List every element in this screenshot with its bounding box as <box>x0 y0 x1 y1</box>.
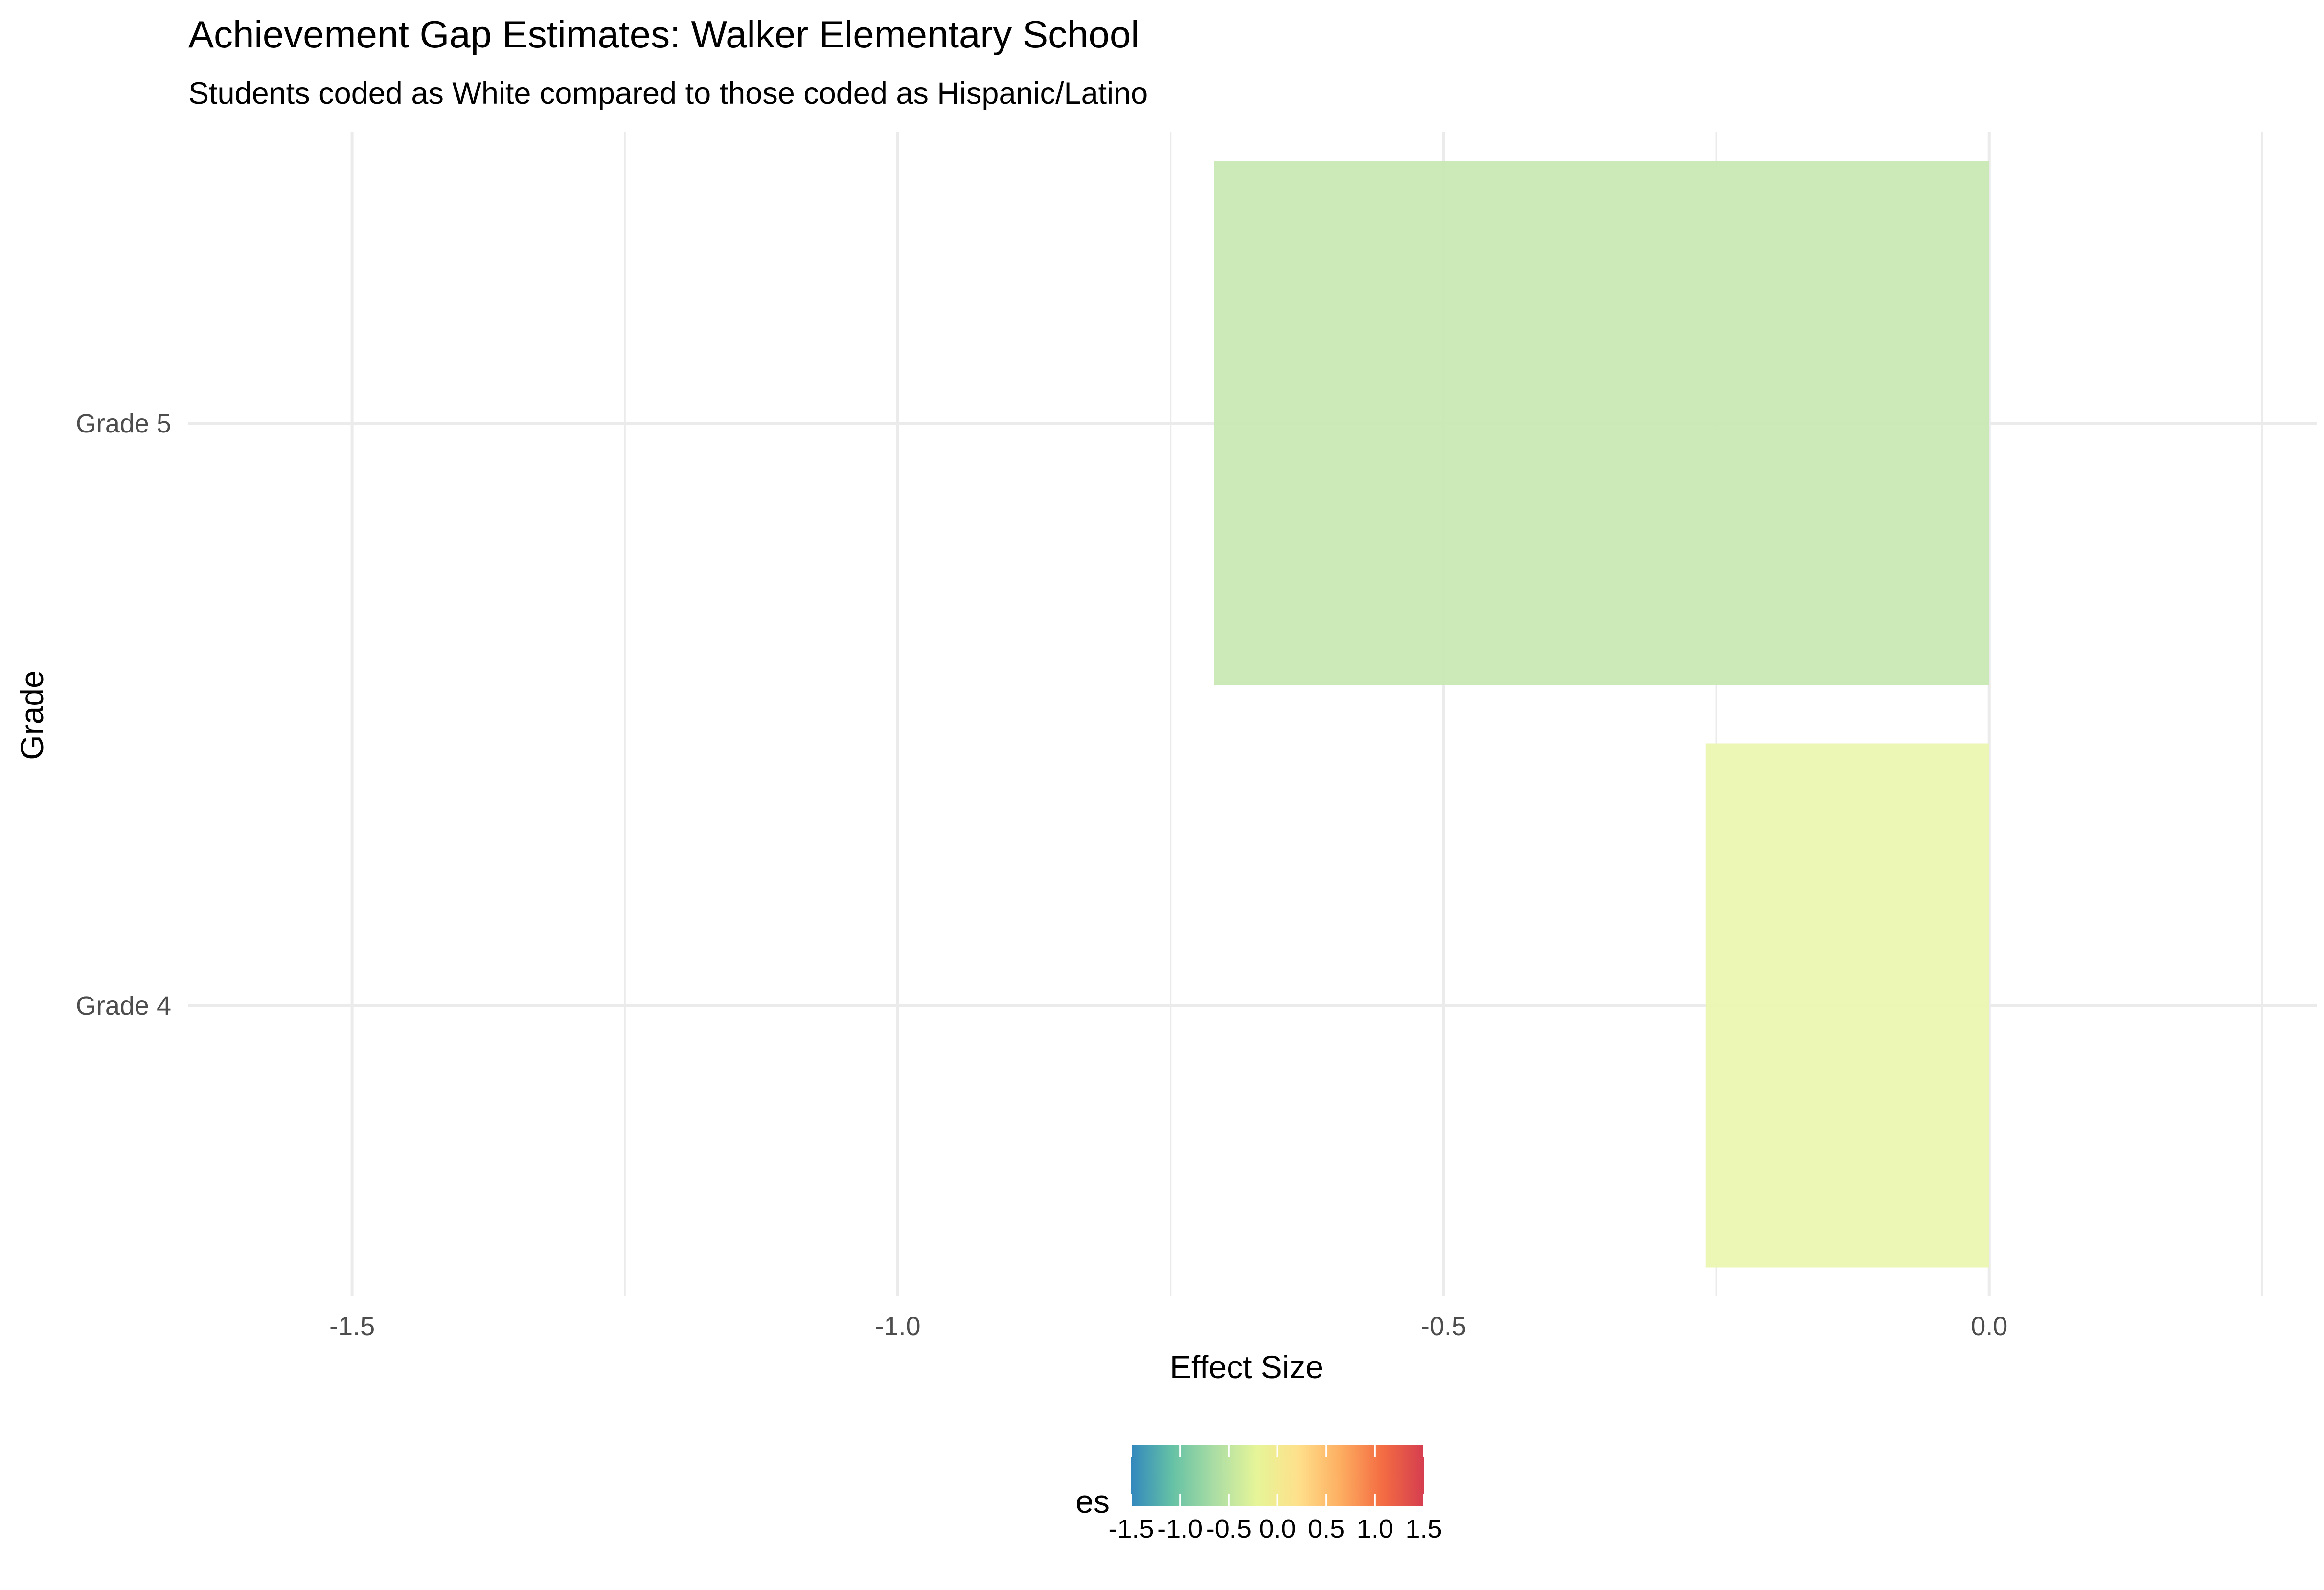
chart-title: Achievement Gap Estimates: Walker Elemen… <box>188 13 1139 56</box>
y-axis-title: Grade <box>14 670 50 760</box>
legend-labels: -1.5 -1.0 -0.5 0.0 0.5 1.0 1.5 <box>1108 1514 1442 1544</box>
legend-label: -1.0 <box>1157 1514 1203 1544</box>
x-tick-label: -0.5 <box>1421 1312 1466 1341</box>
legend-label: -1.5 <box>1108 1514 1154 1544</box>
x-tick-label: 0.0 <box>1971 1312 2007 1341</box>
y-tick-labels: Grade 4 Grade 5 <box>76 409 171 1021</box>
x-tick-label: -1.5 <box>329 1312 375 1341</box>
chart-subtitle: Students coded as White compared to thos… <box>188 76 1148 111</box>
x-tick-labels: -1.5 -1.0 -0.5 0.0 <box>329 1312 2007 1341</box>
legend-label: 1.5 <box>1405 1514 1442 1544</box>
legend-label: -0.5 <box>1206 1514 1252 1544</box>
bar-grade-4 <box>1705 743 1989 1268</box>
y-tick-label: Grade 4 <box>76 991 171 1021</box>
x-tick-label: -1.0 <box>875 1312 920 1341</box>
bar-grade-5 <box>1214 161 1989 685</box>
legend-title: es <box>1075 1483 1110 1520</box>
legend-label: 1.0 <box>1357 1514 1393 1544</box>
legend-ticks <box>1130 1445 1425 1506</box>
plot-panel <box>188 132 2317 1296</box>
legend: es -1.5 -1.0 -0.5 0.0 0.5 1.0 1.5 <box>1075 1445 1442 1544</box>
legend-label: 0.0 <box>1259 1514 1296 1544</box>
y-tick-label: Grade 5 <box>76 409 171 438</box>
legend-label: 0.5 <box>1308 1514 1344 1544</box>
x-axis-title: Effect Size <box>1170 1349 1323 1385</box>
bars <box>1214 161 1989 1268</box>
